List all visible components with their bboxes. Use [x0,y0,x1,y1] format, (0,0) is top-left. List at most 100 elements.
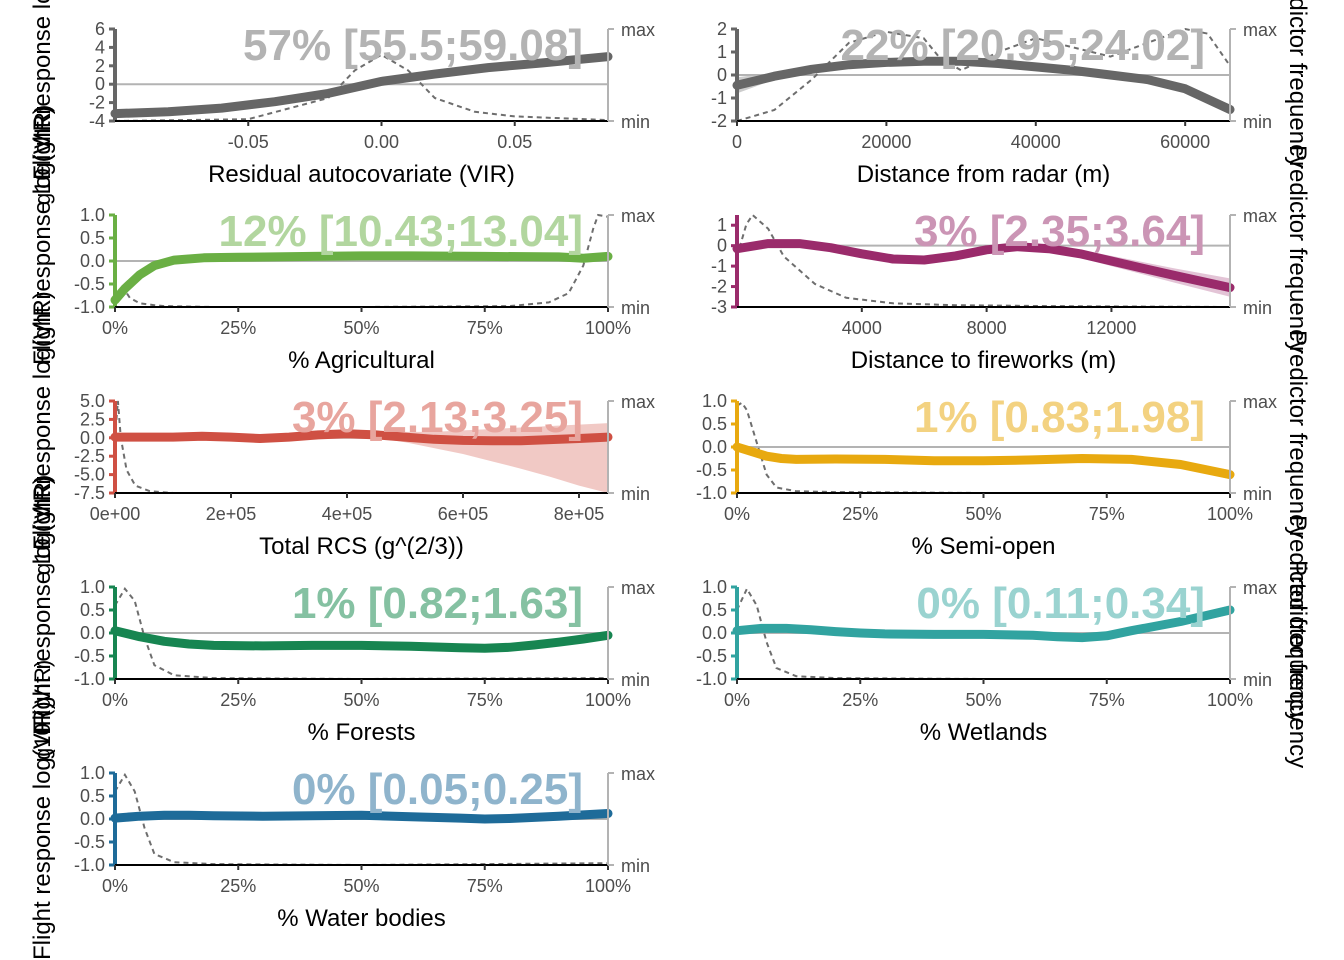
frequency-curve [114,53,609,122]
x-tick-label: 100% [1207,690,1253,710]
x-tick-label: 12000 [1086,318,1136,338]
y-axis-title: Flight response log(VIR) [29,0,56,180]
y-tick-label: 0.5 [80,228,105,248]
y-tick-label: -1.0 [74,855,105,875]
frequency-max-label: max [1243,20,1277,40]
secondary-axis-title: Predictor frequency [1284,0,1311,168]
x-tick-label: -0.05 [228,132,269,152]
x-tick-label: 4000 [842,318,882,338]
x-tick-label: 0% [102,318,128,338]
y-tick-label: -1.0 [696,483,727,503]
x-tick-label: 25% [220,690,256,710]
y-axis-title-alt: g10 ( VIR) [30,105,55,205]
y-tick-label: 1.0 [702,577,727,597]
x-axis-label: % Water bodies [277,905,446,932]
y-tick-label: 0.0 [80,809,105,829]
frequency-min-label: min [621,670,650,690]
x-tick-label: 0e+00 [90,504,141,524]
frequency-min-label: min [621,112,650,132]
x-axis-label: Distance from radar (m) [857,161,1110,188]
x-tick-label: 50% [343,876,379,896]
importance-annotation: 0% [0.05;0.25] [292,765,583,814]
y-tick-label: 1.0 [702,391,727,411]
x-tick-label: 4e+05 [322,504,373,524]
panel-water: -1.0 -0.5 0.0 0.5 1.0 0% 25% 50% 75% 100% % Water … [74,763,655,932]
frequency-max-label: max [621,206,655,226]
panel-agri: -1.0 -0.5 0.0 0.5 1.0 0% 25% 50% 75% 100% % Agricu… [74,205,655,374]
x-tick-label: 0.00 [364,132,399,152]
y-tick-label: -2 [711,111,727,131]
y-tick-label: 0.0 [80,428,105,448]
frequency-curve [736,213,1231,308]
y-tick-label: -1.0 [74,297,105,317]
x-axis-label: Distance to fireworks (m) [851,347,1116,374]
frequency-min-label: min [621,856,650,876]
y-tick-label: 2.5 [80,409,105,429]
panel-wetlands: -1.0 -0.5 0.0 0.5 1.0 0% 25% 50% 75% 100% % Wetlan… [696,577,1277,746]
y-tick-label: -2 [89,93,105,113]
importance-annotation: 0% [0.11;0.34] [916,579,1205,628]
x-tick-label: 25% [842,504,878,524]
y-tick-label: 0.0 [702,437,727,457]
response-line [732,442,1235,480]
y-tick-label: 1.0 [80,205,105,225]
x-tick-label: 0% [724,690,750,710]
y-tick-label: -5.0 [74,465,105,485]
x-tick-label: 0.05 [497,132,532,152]
secondary-axis-title: Predictor frequency [1284,560,1311,768]
panel-fireworks: -3-2-101 4000 8000 12000 Distance to firewor… [711,206,1277,374]
x-axis-label: % Semi-open [911,533,1055,560]
y-axis-title: Flight response log(VIR) [29,106,56,365]
y-tick-label: 0 [95,74,105,94]
y-tick-label: 0.0 [80,623,105,643]
y-tick-label: 2 [95,56,105,76]
frequency-min-label: min [621,484,650,504]
x-tick-label: 100% [585,318,631,338]
response-line [110,626,613,653]
importance-annotation: 1% [0.82;1.63] [292,579,583,628]
response-line [732,56,1235,114]
y-tick-label: -1 [711,88,727,108]
response-line [110,52,613,119]
x-axis-label: Residual autocovariate (VIR) [208,161,515,188]
x-tick-label: 100% [1207,504,1253,524]
panel-semiopen: -1.0 -0.5 0.0 0.5 1.0 0% 25% 50% 75% 100% % Semi-o… [696,391,1277,560]
x-tick-label: 75% [467,876,503,896]
x-tick-label: 50% [343,690,379,710]
y-tick-label: 0.0 [702,623,727,643]
y-tick-label: 1 [717,42,727,62]
y-tick-label: -1.0 [74,669,105,689]
y-tick-label: 0.5 [702,414,727,434]
y-tick-label: -0.5 [696,646,727,666]
y-tick-label: -0.5 [74,274,105,294]
frequency-curve [736,586,1230,680]
y-tick-label: -0.5 [696,460,727,480]
x-tick-label: 40000 [1011,132,1061,152]
y-tick-label: -4 [89,111,105,131]
y-tick-label: -0.5 [74,646,105,666]
x-tick-label: 50% [343,318,379,338]
x-tick-label: 75% [1089,504,1125,524]
x-tick-label: 0% [724,504,750,524]
y-tick-label: 0 [717,236,727,256]
response-line [110,251,613,305]
x-axis-label: % Agricultural [288,347,435,374]
importance-annotation: 3% [2.35;3.64] [914,207,1205,256]
y-tick-label: -1 [711,256,727,276]
importance-annotation: 3% [2.13;3.25] [292,393,583,442]
y-tick-label: 0.5 [702,600,727,620]
importance-annotation: 22% [20.95;24.02] [841,21,1205,70]
frequency-max-label: max [1243,578,1277,598]
x-axis-label: % Forests [307,719,415,746]
x-axis-label: % Wetlands [920,719,1048,746]
frequency-max-label: max [621,764,655,784]
x-tick-label: 60000 [1160,132,1210,152]
x-tick-label: 25% [220,876,256,896]
frequency-curve [736,401,1230,494]
x-tick-label: 100% [585,876,631,896]
panel-forests: -1.0 -0.5 0.0 0.5 1.0 0% 25% 50% 75% 100% % Forest… [74,577,655,746]
x-tick-label: 25% [842,690,878,710]
importance-annotation: 57% [55.5;59.08] [243,21,583,70]
y-tick-label: -1.0 [696,669,727,689]
